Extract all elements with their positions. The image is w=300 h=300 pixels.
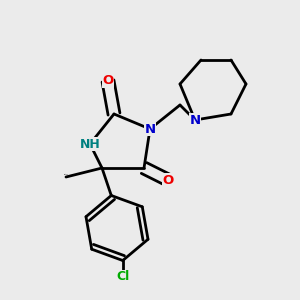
Text: methyl: methyl	[64, 173, 68, 175]
Text: O: O	[102, 74, 114, 88]
Text: NH: NH	[80, 137, 100, 151]
Text: N: N	[189, 113, 201, 127]
Text: O: O	[162, 173, 174, 187]
Text: Cl: Cl	[116, 271, 129, 284]
Text: N: N	[144, 122, 156, 136]
